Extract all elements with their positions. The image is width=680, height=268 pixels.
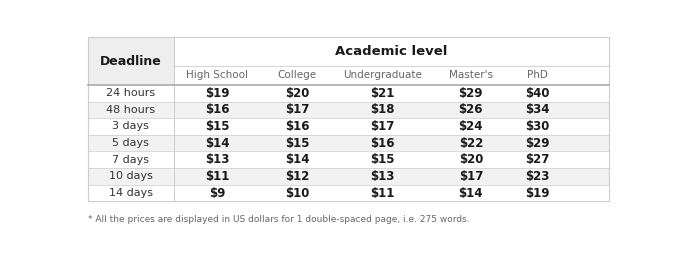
Text: $14: $14 bbox=[205, 137, 230, 150]
Text: $15: $15 bbox=[285, 137, 309, 150]
Text: $13: $13 bbox=[370, 170, 394, 183]
Text: $14: $14 bbox=[285, 153, 309, 166]
Bar bbox=[88, 37, 173, 201]
Text: $20: $20 bbox=[285, 87, 309, 100]
Text: * All the prices are displayed in US dollars for 1 double-spaced page, i.e. 275 : * All the prices are displayed in US dol… bbox=[88, 215, 469, 224]
Text: $11: $11 bbox=[205, 170, 229, 183]
Text: 48 hours: 48 hours bbox=[106, 105, 155, 115]
Bar bbox=[88, 102, 609, 118]
Text: Deadline: Deadline bbox=[100, 55, 162, 68]
Text: $19: $19 bbox=[525, 187, 549, 200]
Text: $26: $26 bbox=[458, 103, 483, 116]
Text: Master's: Master's bbox=[449, 70, 493, 80]
Text: $24: $24 bbox=[458, 120, 483, 133]
Text: $16: $16 bbox=[205, 103, 230, 116]
Bar bbox=[88, 85, 609, 102]
Bar bbox=[173, 37, 609, 66]
Text: College: College bbox=[278, 70, 317, 80]
Bar bbox=[88, 118, 609, 135]
Text: $22: $22 bbox=[458, 137, 483, 150]
Text: 24 hours: 24 hours bbox=[106, 88, 155, 98]
Text: $11: $11 bbox=[370, 187, 394, 200]
Text: $19: $19 bbox=[205, 87, 230, 100]
Text: 7 days: 7 days bbox=[112, 155, 149, 165]
Text: $17: $17 bbox=[285, 103, 309, 116]
Text: $29: $29 bbox=[458, 87, 483, 100]
Text: 3 days: 3 days bbox=[112, 121, 149, 132]
Text: $15: $15 bbox=[205, 120, 230, 133]
Text: $16: $16 bbox=[285, 120, 309, 133]
Text: $12: $12 bbox=[285, 170, 309, 183]
Bar bbox=[88, 168, 609, 185]
Text: 14 days: 14 days bbox=[109, 188, 153, 198]
Text: $27: $27 bbox=[525, 153, 549, 166]
Bar bbox=[88, 151, 609, 168]
Text: $30: $30 bbox=[525, 120, 549, 133]
Text: $15: $15 bbox=[370, 153, 394, 166]
Text: Academic level: Academic level bbox=[335, 45, 447, 58]
Text: $13: $13 bbox=[205, 153, 229, 166]
Text: $17: $17 bbox=[370, 120, 394, 133]
Text: $17: $17 bbox=[458, 170, 483, 183]
Text: $29: $29 bbox=[525, 137, 549, 150]
Bar bbox=[173, 66, 609, 85]
Text: PhD: PhD bbox=[527, 70, 548, 80]
Text: 5 days: 5 days bbox=[112, 138, 149, 148]
Text: $34: $34 bbox=[525, 103, 549, 116]
Bar bbox=[88, 185, 609, 201]
Text: $21: $21 bbox=[370, 87, 394, 100]
Text: $18: $18 bbox=[370, 103, 394, 116]
Text: $40: $40 bbox=[525, 87, 549, 100]
Bar bbox=[88, 37, 609, 201]
Text: $14: $14 bbox=[458, 187, 483, 200]
Bar bbox=[88, 135, 609, 151]
Text: High School: High School bbox=[186, 70, 248, 80]
Text: $23: $23 bbox=[525, 170, 549, 183]
Text: $16: $16 bbox=[370, 137, 394, 150]
Text: 10 days: 10 days bbox=[109, 172, 152, 181]
Text: Undergraduate: Undergraduate bbox=[343, 70, 422, 80]
Text: $20: $20 bbox=[458, 153, 483, 166]
Text: $9: $9 bbox=[209, 187, 226, 200]
Text: $10: $10 bbox=[285, 187, 309, 200]
